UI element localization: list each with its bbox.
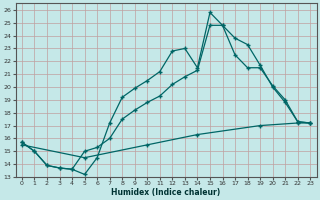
X-axis label: Humidex (Indice chaleur): Humidex (Indice chaleur) — [111, 188, 221, 197]
